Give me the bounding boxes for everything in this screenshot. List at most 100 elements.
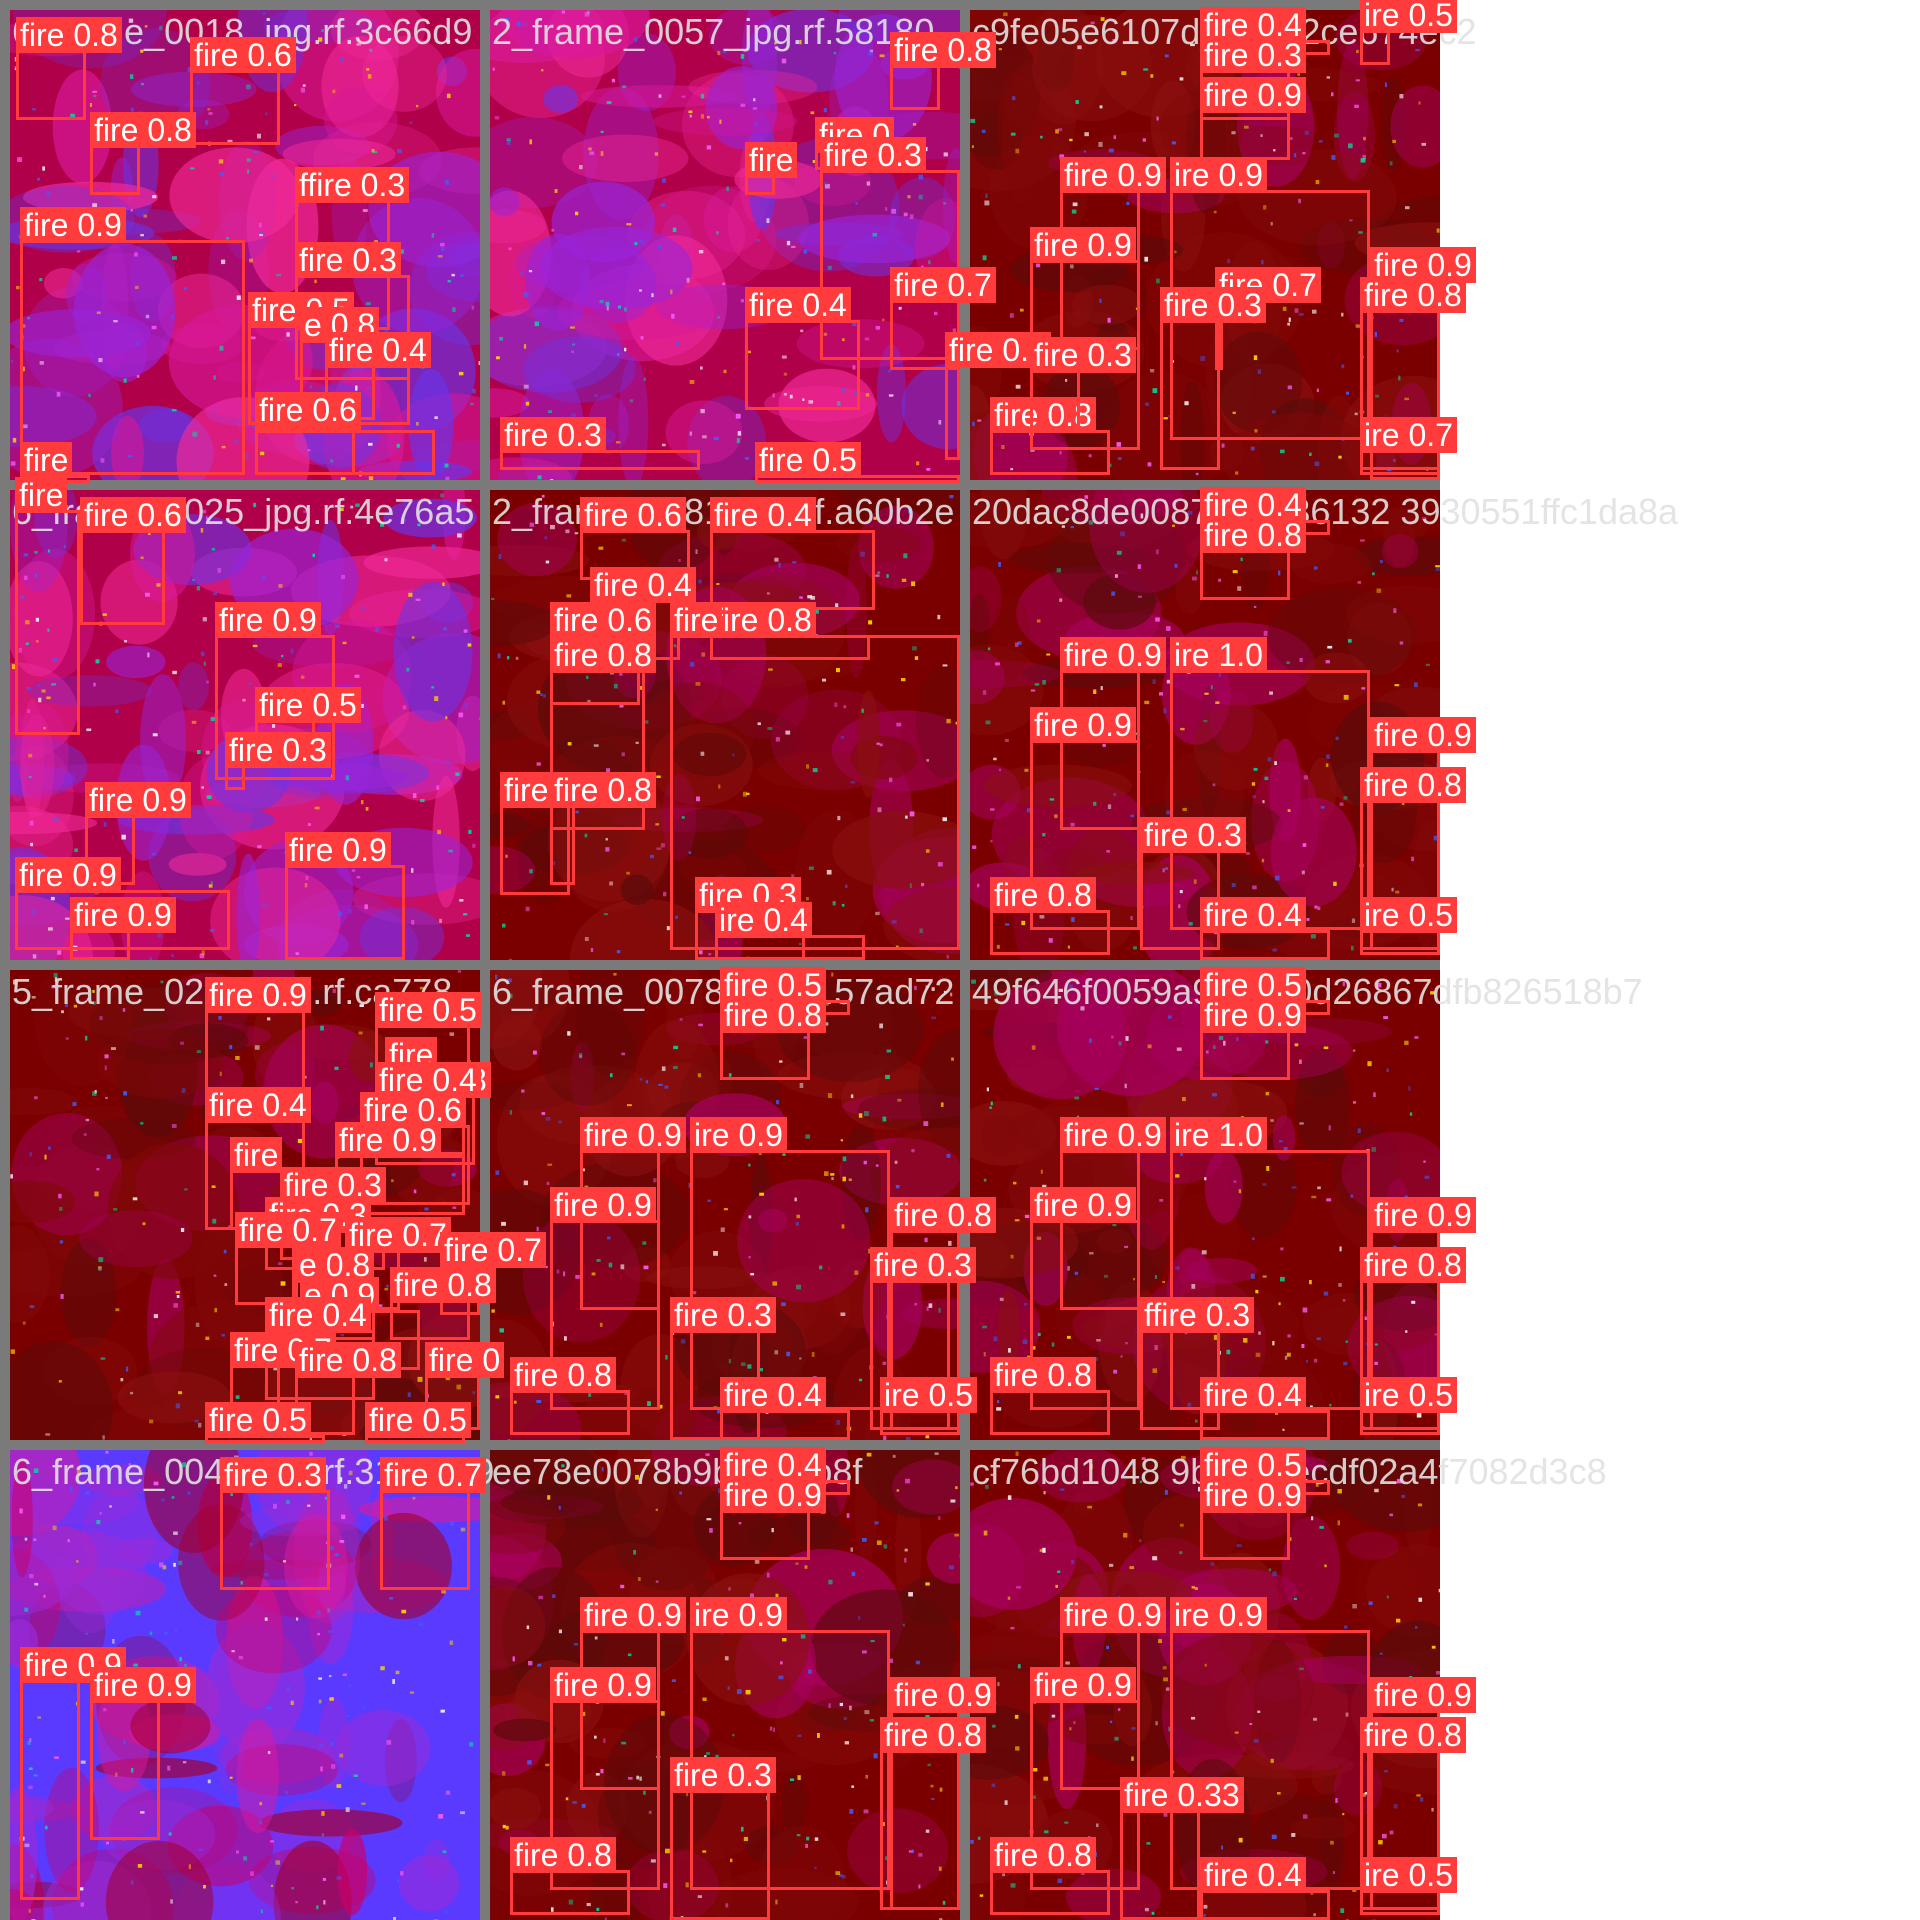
detection-label: fire 0.9 (1200, 77, 1306, 113)
detection-label: fire 0.3 (670, 1757, 776, 1793)
detection-label: fire 0.3 (225, 732, 331, 768)
detection-box: fire 0.9 (20, 1647, 126, 1900)
detection-box: fire 0.8 (890, 1197, 996, 1430)
detection-label: fire 0.9 (1370, 1197, 1476, 1233)
detection-label: fire 0.6 (190, 37, 296, 73)
detection-label: fire 0.8 (390, 1267, 496, 1303)
detection-tile: ee78e0078b9bd3deb8f fire 0.4 fire 0.9 fire … (490, 1447, 996, 1920)
detection-label: ire 0.5 (1360, 0, 1457, 33)
detection-box: fire 0.8 (510, 1837, 630, 1915)
detection-box: fire 0.9 (1200, 997, 1306, 1080)
detection-label: ire 1.0 (1170, 637, 1267, 673)
detection-box: ire 0.7 (1360, 417, 1457, 475)
detection-label: fire 0.3 (1160, 287, 1266, 323)
thermal-image (490, 10, 960, 480)
detection-box: fire 0.9 (205, 977, 311, 1120)
detection-label: fire 0.4 (745, 287, 851, 323)
detection-box: fire 0.7 (345, 1217, 451, 1310)
detection-box: fire 0 (425, 1342, 505, 1430)
detection-label: fire 0.8 (990, 1837, 1096, 1873)
detection-tile: 20dac8de0087b9bd36132 3930551ffc1da8a fir… (970, 487, 1678, 960)
detection-label: fire 0.4 (325, 332, 431, 368)
detection-box: fire 0.3 (225, 732, 331, 790)
detection-label: fire 0.9 (580, 1597, 686, 1633)
detection-label: fire (15, 477, 68, 513)
detection-box: fire 0.8 (390, 1267, 496, 1340)
detection-box: ire 0.5 (1360, 0, 1457, 65)
detection-label: fire 0.3 (220, 1457, 326, 1493)
detection-label: fire 0.4 (1200, 1377, 1306, 1413)
detection-box: fire 0.4 (710, 497, 875, 610)
detection-label: fire 0.9 (15, 857, 121, 893)
detection-box: fire 0.9 (1200, 1477, 1306, 1560)
detection-label: fire 0.3 (500, 417, 606, 453)
detection-label: fire 0.7 (235, 1212, 341, 1248)
detection-label: fire 0.8 (880, 1717, 986, 1753)
detection-box: fire 0.3 (870, 1247, 976, 1430)
detection-label: fire 0.4 (710, 497, 816, 533)
tile-filename: 2_frame_0057_jpg.rf.58180 (492, 11, 935, 52)
detection-box: fire 0.4 (265, 1297, 375, 1400)
detection-label: fire 0.9 (550, 1187, 656, 1223)
detection-label: fire 0.9 (1060, 1597, 1166, 1633)
detection-label: fire 0.8 (550, 637, 656, 673)
detection-box: fire 0.5 (375, 992, 481, 1085)
detection-label: fire 0.8 (710, 602, 816, 638)
detection-label: fire 0.8 (1360, 1247, 1466, 1283)
detection-label: fire 0.3 (1200, 37, 1306, 73)
detection-label: fire 0.9 (1030, 1667, 1136, 1703)
detection-box: fire 0.6 (80, 497, 186, 625)
detection-label: fire 0.8 (16, 17, 122, 53)
detection-box: fire 0.9 (85, 782, 191, 885)
detection-box: ire 0.9 (690, 1597, 890, 1890)
detection-box: fire 0.8 (1200, 517, 1306, 600)
detection-label: fire 0.9 (890, 1677, 996, 1713)
detection-label: fire 0.6 (80, 497, 186, 533)
detection-label: fire 0.5 (365, 1402, 471, 1438)
detection-grid: 6_frame_0018_jpg.rf.3c66d9 fire 0.8 fire 0… (0, 0, 1678, 1920)
detection-tile: 6_frame_0025_jpg.rf.4e76a5 fire fire 0.6 fi… (10, 477, 480, 960)
detection-label: fire 0.8 (510, 1357, 616, 1393)
detection-label: ffire 0.3 (1140, 1297, 1255, 1333)
detection-box: fire 0.33 (1120, 1777, 1244, 1920)
detection-box: fire 0.8 (990, 1357, 1110, 1435)
detection-box: fire 0.9 (1060, 1597, 1166, 1790)
detection-label: fire 0.9 (335, 1122, 441, 1158)
thermal-image (970, 490, 1440, 960)
detection-box: fire 0.8 (990, 877, 1110, 955)
tile-image (970, 490, 1440, 960)
detection-box: fire 0.3 (220, 1457, 330, 1590)
detection-label: fire 0.4 (265, 1297, 371, 1333)
detection-label: ire 0.5 (1360, 897, 1457, 933)
detection-label: fire (20, 442, 73, 478)
detection-label: fire 0.7 (345, 1217, 451, 1253)
detection-label: fire 0.9 (90, 1667, 196, 1703)
detection-box: fire 0.7 (890, 267, 996, 370)
detection-label: fire 0.9 (70, 897, 176, 933)
detection-box: fire 0.3 (295, 242, 410, 380)
detection-box: fire 0.9 (70, 897, 176, 960)
tile-image (490, 10, 960, 480)
detection-label: ire 1.0 (1170, 1117, 1267, 1153)
detection-box: fire 0.9 (550, 1187, 660, 1410)
detection-label: fire 0.8 (1200, 517, 1306, 553)
detection-label: fire 0.9 (550, 1667, 656, 1703)
detection-label: fire 0.8 (1360, 767, 1466, 803)
detection-tile: 6_frame_0040_jpg.rf.3185169fire 0.3fire … (10, 1450, 494, 1920)
detection-box: fire 0.8 (720, 997, 826, 1080)
detection-box: fire 0.4 (1200, 897, 1330, 960)
detection-box: fire 0.8 (510, 1357, 630, 1435)
detection-box: fire 0.8 (990, 397, 1110, 475)
detection-label: fire 0.3 (670, 1297, 776, 1333)
tile-filename: 20dac8de0087b9bd36132 3930551ffc1da8a (972, 491, 1679, 532)
detection-label: fire 0.6 (550, 602, 656, 638)
detection-label: ire 0.4 (715, 902, 812, 938)
detection-label: fire 0.5 (205, 1402, 311, 1438)
detection-box: fire 0.6 (255, 392, 361, 475)
detection-label: fire 0.8 (510, 1837, 616, 1873)
detection-label: fire 0.9 (1200, 1477, 1306, 1513)
detection-box: fire 0.6 (550, 602, 656, 705)
